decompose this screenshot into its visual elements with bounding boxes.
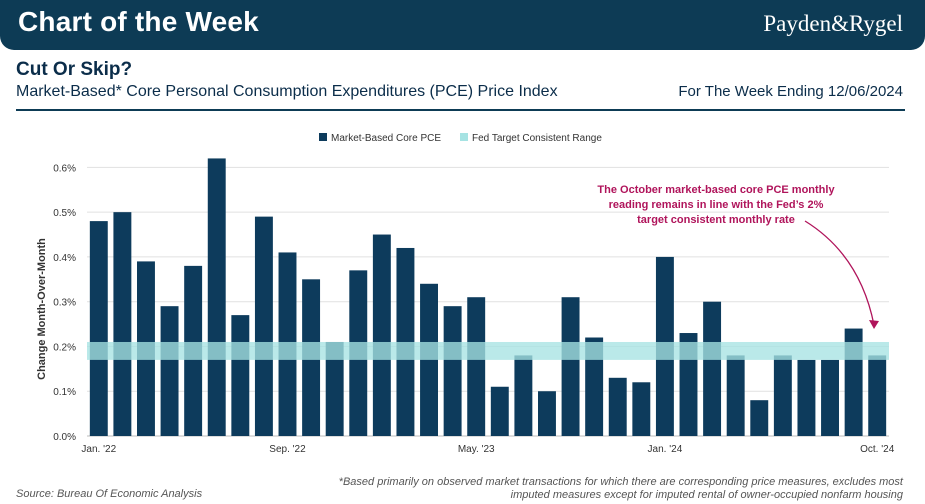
footnote: *Based primarily on observed market tran… [283,476,903,502]
bar [207,158,226,436]
bar [821,359,839,436]
bar [585,337,604,436]
x-tick-label: Sep. '22 [269,444,306,455]
bar [254,216,273,436]
x-axis-ticks: Jan. '22 Sep. '22 May. '23 Jan. '24 Oct. '24 [81,444,894,455]
y-axis-ticks: 0.0% 0.1% 0.2% 0.3% 0.4% 0.5% 0.6% [53,163,76,443]
payden-rygel-logo: Payden&Rygel [763,11,903,36]
chart-title: Market-Based* Core Personal Consumption … [16,83,558,100]
bar [113,212,132,436]
fed-target-range-band [87,341,889,360]
header-banner: Chart of the Week Payden&Rygel [0,0,925,50]
bar [773,355,792,436]
x-tick-label: Oct. '24 [860,444,895,455]
chart-legend: Market-Based Core PCE Fed Target Consist… [319,133,602,144]
bar [467,297,486,436]
bar [561,297,580,436]
annotation-line: The October market-based core PCE monthl… [597,184,835,196]
bar [89,221,108,436]
footnote-line-2: imputed measures except for imputed rent… [510,489,903,501]
x-tick-label: Jan. '22 [81,444,116,455]
bar [797,359,816,436]
y-tick-label: 0.2% [53,342,76,353]
chart-bars [89,158,887,436]
y-tick-label: 0.3% [53,298,76,309]
banner-title: Chart of the Week [18,6,259,37]
source-note: Source: Bureau Of Economic Analysis [16,488,203,500]
bar [750,400,769,436]
bar [325,341,344,436]
bar [632,382,651,436]
bar [231,315,250,436]
bar [726,355,745,436]
bar [372,234,391,436]
legend-swatch-fed-range [460,133,468,141]
bar [443,306,462,436]
y-tick-label: 0.5% [53,208,76,219]
bar [538,391,556,436]
y-tick-label: 0.0% [53,432,76,443]
x-tick-label: May. '23 [458,444,495,455]
week-ending-label: For The Week Ending 12/06/2024 [678,83,903,100]
annotation-arrow [804,220,875,326]
annotation-line: target consistent monthly rate [637,214,795,226]
bar [490,386,509,436]
annotation-arrowhead [869,320,879,329]
legend-swatch-core-pce [319,133,327,141]
y-axis-label: Change Month-Over-Month [36,238,48,380]
bar [703,301,722,436]
y-tick-label: 0.1% [53,387,76,398]
page-subtitle: Cut Or Skip? [16,59,133,80]
legend-label-core-pce: Market-Based Core PCE [331,133,441,144]
bar [868,355,887,436]
y-tick-label: 0.6% [53,163,76,174]
chart-annotation: The October market-based core PCE monthl… [597,184,835,226]
fed-target-band [87,341,889,360]
x-tick-label: Jan. '24 [648,444,683,455]
pce-bar-chart: Market-Based Core PCE Fed Target Consist… [36,133,895,455]
annotation-line: reading remains in line with the Fed’s 2… [609,199,824,211]
footnote-line-1: *Based primarily on observed market tran… [338,476,903,488]
bar [608,377,627,436]
header-divider [16,109,905,111]
y-tick-label: 0.4% [53,253,76,264]
bar [160,306,179,436]
bar [514,355,533,436]
legend-label-fed-range: Fed Target Consistent Range [472,133,602,144]
